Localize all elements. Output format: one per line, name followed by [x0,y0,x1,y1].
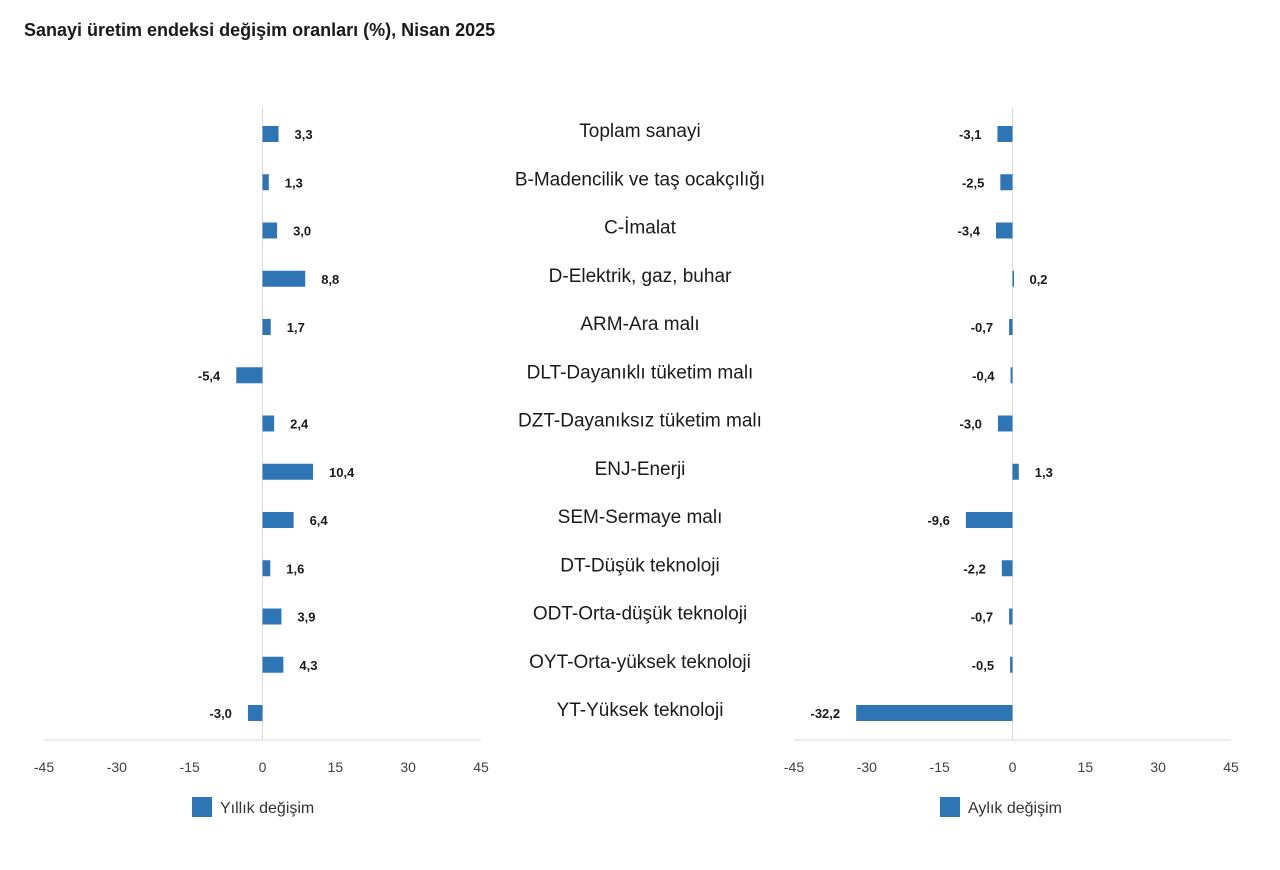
bar [247,705,263,721]
bar [1009,319,1013,335]
x-tick-label: 45 [473,759,489,775]
category-label: OYT-Orta-yüksek teknoloji [529,652,751,673]
legend-swatch [940,797,960,817]
data-label: -0,7 [971,320,993,335]
x-tick-label: 0 [259,759,267,775]
data-label: -3,0 [210,706,232,721]
data-label: 1,7 [287,320,305,335]
x-tick-label: 45 [1223,759,1239,775]
chart-title: Sanayi üretim endeksi değişim oranları (… [24,20,496,40]
data-label: 1,6 [286,561,304,576]
bar [1010,367,1013,384]
x-tick-label: 15 [328,759,344,775]
data-label: 10,4 [329,465,355,480]
bar [1012,270,1014,287]
category-label: D-Elektrik, gaz, buhar [549,266,732,287]
bar [236,367,263,384]
category-label: B-Madencilik ve taş ocakçılığı [515,169,765,190]
x-tick-label: 15 [1078,759,1094,775]
data-label: 4,3 [299,658,317,673]
bar [262,126,279,142]
bar [262,415,275,432]
data-label: 3,3 [295,127,313,142]
x-tick-label: -30 [857,759,877,775]
bar [262,222,278,239]
bar [997,415,1013,432]
bar [1000,174,1013,191]
category-label: SEM-Sermaye malı [558,507,723,528]
x-tick-label: -15 [180,759,200,775]
category-label: ARM-Ara malı [580,314,699,335]
bar [262,608,282,625]
data-label: -5,4 [198,368,221,383]
data-label: -0,7 [971,610,993,625]
legend-swatch [192,797,212,817]
bar [1012,463,1019,480]
data-label: 3,0 [293,224,311,239]
category-label: DLT-Dayanıklı tüketim malı [527,362,754,383]
x-tick-label: -15 [930,759,950,775]
bar [262,463,313,480]
category-label: DZT-Dayanıksız tüketim malı [518,411,762,432]
x-tick-label: -45 [34,759,54,775]
data-label: 0,2 [1029,272,1047,287]
data-label: -32,2 [811,706,841,721]
data-label: 6,4 [310,513,329,528]
data-label: 1,3 [285,175,303,190]
x-tick-label: -45 [784,759,804,775]
data-label: -3,4 [958,224,981,239]
bar [262,512,294,528]
bar [965,512,1013,528]
x-tick-label: -30 [107,759,127,775]
data-label: -3,1 [959,127,981,142]
bar [856,705,1013,721]
legend-label: Yıllık değişim [220,800,314,817]
category-label: Toplam sanayi [579,121,700,142]
category-label: DT-Düşük teknoloji [560,555,719,576]
data-label: -9,6 [927,513,949,528]
bar [262,560,271,577]
bar [1010,656,1013,673]
legend-label: Aylık değişim [968,800,1062,817]
bar [262,319,271,335]
bar [262,270,306,287]
bar [997,126,1013,142]
data-label: -2,2 [963,561,985,576]
data-label: -0,5 [972,658,994,673]
x-tick-label: 0 [1009,759,1017,775]
data-label: 3,9 [297,610,315,625]
x-tick-label: 30 [1150,759,1166,775]
data-label: -3,0 [960,417,982,432]
bar [1009,608,1013,625]
category-label: ODT-Orta-düşük teknoloji [533,604,747,625]
category-label: YT-Yüksek teknoloji [557,700,724,721]
data-label: 8,8 [321,272,339,287]
bar [262,656,284,673]
bar [995,222,1013,239]
data-label: -2,5 [962,175,984,190]
data-label: 2,4 [290,417,309,432]
bar [1001,560,1013,577]
data-label: -0,4 [972,368,995,383]
category-label: C-İmalat [604,218,677,239]
data-label: 1,3 [1035,465,1053,480]
bar [262,174,269,191]
category-label: ENJ-Enerji [595,459,686,480]
x-tick-label: 30 [400,759,416,775]
